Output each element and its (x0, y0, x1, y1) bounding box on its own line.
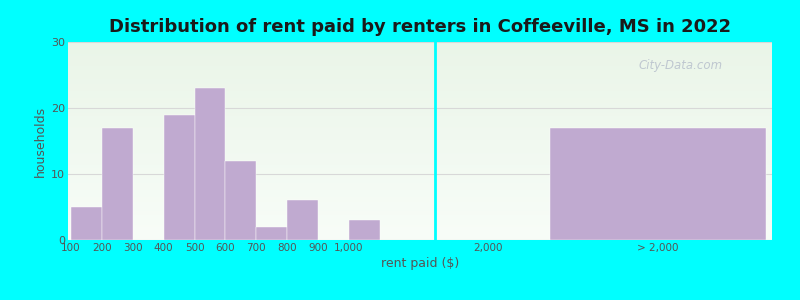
Title: Distribution of rent paid by renters in Coffeeville, MS in 2022: Distribution of rent paid by renters in … (109, 18, 731, 36)
Bar (71, 207, 102, 240)
Bar (164, 115, 194, 240)
Bar (256, 227, 287, 240)
Bar (102, 128, 133, 240)
Bar (194, 88, 226, 240)
Bar (550, 128, 766, 240)
Bar (287, 200, 318, 240)
Y-axis label: households: households (34, 105, 47, 177)
Text: City-Data.com: City-Data.com (638, 59, 722, 72)
Bar (349, 220, 380, 240)
X-axis label: rent paid ($): rent paid ($) (381, 257, 459, 270)
Bar (226, 161, 256, 240)
